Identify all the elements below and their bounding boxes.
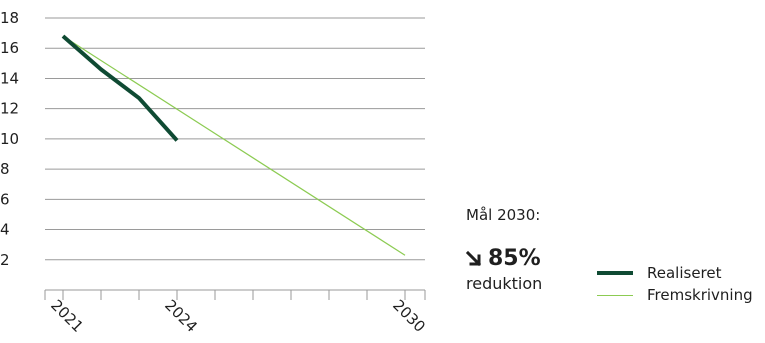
gridlines: [45, 17, 425, 261]
y-tick-label-12: 12: [0, 100, 19, 118]
y-tick-label-6: 6: [0, 190, 10, 208]
x-axis-tick-labels: 2021 2024 2030: [47, 296, 429, 336]
goal-percent: 85%: [488, 246, 541, 271]
y-tick-label-2: 2: [0, 251, 10, 269]
series-line-projection: [62, 35, 406, 256]
goal-label: Mål 2030:: [466, 206, 541, 224]
x-tick-label-2021: 2021: [47, 296, 87, 336]
y-tick-label-8: 8: [0, 160, 10, 178]
y-tick-label-10: 10: [0, 130, 19, 148]
legend-label-actual: Realiseret: [647, 264, 722, 282]
legend-item-actual: Realiseret: [597, 262, 753, 284]
legend-swatch-actual: [597, 271, 633, 275]
x-axis: [44, 289, 426, 300]
y-tick-label-14: 14: [0, 69, 19, 87]
arrow-down-right-icon: [465, 250, 482, 267]
legend-label-projection: Fremskrivning: [647, 286, 753, 304]
legend: Realiseret Fremskrivning: [597, 262, 753, 306]
y-axis-tick-labels: 2 4 6 8 10 12 14 16 18: [0, 9, 19, 269]
y-tick-label-4: 4: [0, 221, 10, 239]
legend-item-projection: Fremskrivning: [597, 284, 753, 306]
y-tick-label-16: 16: [0, 39, 19, 57]
legend-swatch-projection: [597, 294, 633, 296]
series-lines: [61, 34, 406, 256]
goal-value: 85%: [465, 248, 541, 270]
y-tick-label-18: 18: [0, 9, 19, 27]
x-tick-label-2030: 2030: [389, 296, 429, 336]
goal-unit: reduktion: [466, 274, 543, 293]
x-tick-label-2024: 2024: [161, 296, 201, 336]
series-line-actual: [61, 34, 179, 142]
